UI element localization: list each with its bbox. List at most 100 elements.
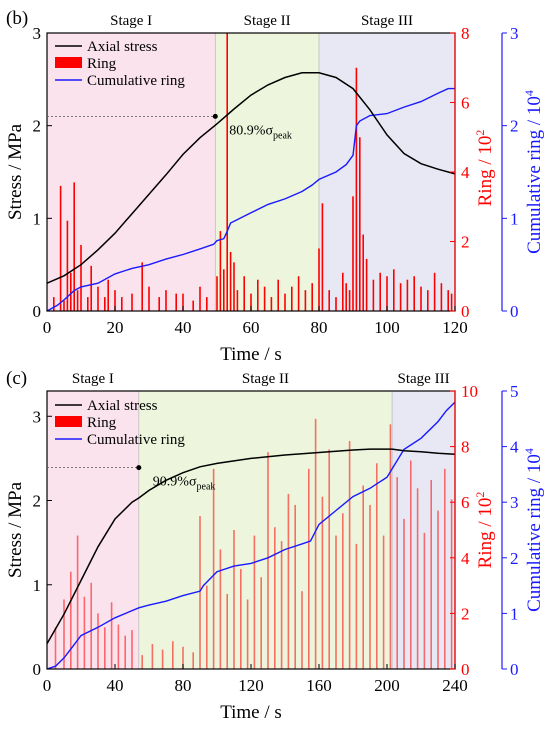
ring-bar	[321, 496, 324, 669]
panel-c-legend: Axial stress Ring Cumulative ring	[55, 398, 185, 448]
panel-b-stage-labels: Stage I Stage II Stage III	[110, 13, 413, 29]
panel-c-label: (c)	[6, 368, 27, 389]
y-cum-tick-label: 0	[510, 302, 519, 321]
ring-bar	[172, 641, 174, 669]
ring-bar	[229, 251, 232, 311]
y-cum-tick-label: 2	[510, 549, 519, 568]
ring-bar	[399, 283, 402, 311]
ring-bar	[284, 293, 286, 311]
ring-bar	[423, 532, 426, 669]
ring-bar	[165, 290, 167, 311]
ring-bar	[83, 596, 86, 669]
ring-bar	[444, 468, 446, 669]
ring-bar	[291, 286, 293, 311]
ring-bar	[182, 646, 184, 669]
ring-bar	[104, 297, 106, 311]
ring-bar	[267, 452, 269, 669]
legend-ring-swatch	[55, 57, 82, 68]
ring-bar	[192, 300, 194, 311]
x-tick-label: 120	[442, 318, 468, 337]
x-tick-label: 240	[442, 676, 468, 695]
stage-band	[215, 33, 319, 311]
stage-label: Stage II	[244, 13, 291, 29]
ring-bar	[348, 441, 351, 669]
ring-bar	[297, 276, 300, 311]
panel-c-ring-label: Ring / 102	[473, 492, 496, 569]
ring-bar	[192, 652, 194, 669]
ring-bar	[365, 258, 368, 311]
panel-c-annotation: 90.9%σpeak	[47, 465, 215, 493]
ring-bar	[104, 627, 106, 669]
ring-bar	[63, 599, 65, 669]
x-tick-label: 40	[175, 318, 192, 337]
ring-bar	[379, 272, 381, 311]
legend-ring-label: Ring	[87, 415, 117, 431]
ring-bar	[246, 599, 249, 669]
ring-bar	[372, 279, 375, 311]
x-tick-label: 80	[175, 676, 192, 695]
panel-b-legend: Axial stress Ring Cumulative ring	[55, 39, 185, 89]
ring-bar	[430, 479, 432, 669]
legend-ring-swatch	[55, 416, 82, 427]
ring-bar	[80, 244, 82, 311]
ring-bar	[97, 286, 99, 311]
ring-bar	[87, 297, 89, 311]
ring-bar	[131, 630, 133, 669]
x-tick-label: 160	[306, 676, 332, 695]
axial-stress-line	[46, 72, 456, 284]
ring-bar	[304, 290, 307, 311]
ring-bar	[59, 185, 62, 311]
panel-c-y-left-label: Stress / MPa	[5, 481, 26, 578]
ring-bar	[301, 591, 303, 669]
ring-bar	[376, 463, 378, 669]
panel-c-ring-bars	[54, 418, 453, 669]
ring-bar	[335, 535, 337, 669]
panel-c-cum-label: Cumulative ring / 104	[522, 448, 545, 612]
ring-bar	[53, 297, 55, 311]
ring-bar	[131, 293, 133, 311]
panel-b-lines	[46, 72, 456, 312]
x-tick-label: 0	[43, 676, 52, 695]
ring-bar	[386, 276, 388, 311]
panel-b-label: (b)	[6, 8, 28, 29]
ring-bar	[257, 279, 259, 311]
y-cum-tick-label: 3	[510, 493, 519, 512]
ring-bar	[236, 290, 239, 311]
panel-b-ring-bars	[53, 33, 453, 311]
ring-bar	[413, 276, 415, 311]
ring-bar	[355, 67, 358, 311]
ring-bar	[54, 627, 57, 669]
y-ring-tick-label: 8	[461, 24, 470, 43]
ring-bar	[352, 196, 354, 311]
ring-bar	[206, 585, 208, 669]
ring-bar	[389, 424, 392, 669]
panel-b-y-left-label: Stress / MPa	[5, 123, 26, 220]
stage-label: Stage I	[110, 13, 152, 29]
y-cum-tick-label: 4	[510, 438, 519, 457]
panel-b-x-label: Time / s	[220, 344, 282, 365]
y-left-tick-label: 3	[33, 24, 42, 43]
annotation-marker	[212, 113, 218, 119]
y-left-tick-label: 0	[33, 302, 42, 321]
ring-bar	[393, 269, 395, 311]
ring-bar	[114, 290, 116, 311]
annotation-marker	[136, 465, 142, 471]
cumulative-ring-line	[46, 87, 455, 312]
stage-label: Stage II	[242, 371, 289, 387]
ring-bar	[274, 527, 276, 669]
ring-bar	[226, 593, 228, 669]
ring-bar	[66, 220, 69, 311]
ring-bar	[76, 290, 79, 311]
y-cum-tick-label: 2	[510, 117, 519, 136]
ring-bar	[355, 543, 358, 669]
y-left-tick-label: 3	[33, 407, 42, 426]
panel-b-ring-label: Ring / 102	[473, 130, 496, 207]
ring-bar	[287, 493, 290, 669]
ring-bar	[219, 231, 222, 311]
ring-bar	[212, 468, 215, 669]
ring-bar	[396, 477, 398, 669]
panel-b-annotation: 80.9%σpeak	[47, 113, 292, 141]
ring-bar	[382, 535, 385, 669]
ring-bar	[362, 485, 364, 669]
